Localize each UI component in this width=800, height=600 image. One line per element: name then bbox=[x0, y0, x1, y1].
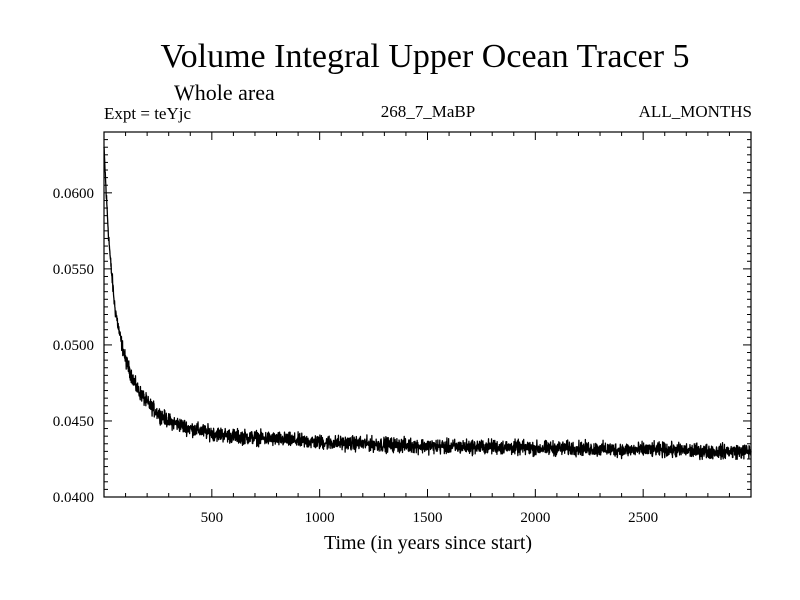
y-tick-label: 0.0450 bbox=[53, 414, 94, 430]
y-axis-tick-labels: 0.0400 0.0450 0.0500 0.0550 0.0600 bbox=[53, 186, 94, 506]
months-label: ALL_MONTHS bbox=[638, 102, 752, 121]
chart-subtitle: Whole area bbox=[174, 80, 275, 105]
x-tick-label: 1000 bbox=[305, 510, 335, 526]
y-tick-label: 0.0500 bbox=[53, 338, 94, 354]
y-axis-ticks bbox=[104, 139, 751, 490]
series-line bbox=[103, 146, 752, 461]
series-layer bbox=[103, 146, 752, 461]
x-axis-label: Time (in years since start) bbox=[324, 532, 532, 554]
x-axis-ticks bbox=[125, 132, 730, 497]
x-tick-label: 2000 bbox=[520, 510, 550, 526]
run-id-label: 268_7_MaBP bbox=[380, 102, 476, 121]
x-tick-label: 2500 bbox=[628, 510, 658, 526]
chart-title: Volume Integral Upper Ocean Tracer 5 bbox=[160, 38, 690, 75]
y-tick-label: 0.0550 bbox=[53, 262, 94, 278]
x-tick-label: 500 bbox=[201, 510, 224, 526]
x-tick-label: 1500 bbox=[413, 510, 443, 526]
y-tick-label: 0.0400 bbox=[53, 490, 94, 506]
x-axis-tick-labels: 500 1000 1500 2000 2500 bbox=[201, 510, 659, 526]
y-tick-label: 0.0600 bbox=[53, 186, 94, 202]
experiment-label: Expt = teYjc bbox=[104, 104, 192, 123]
